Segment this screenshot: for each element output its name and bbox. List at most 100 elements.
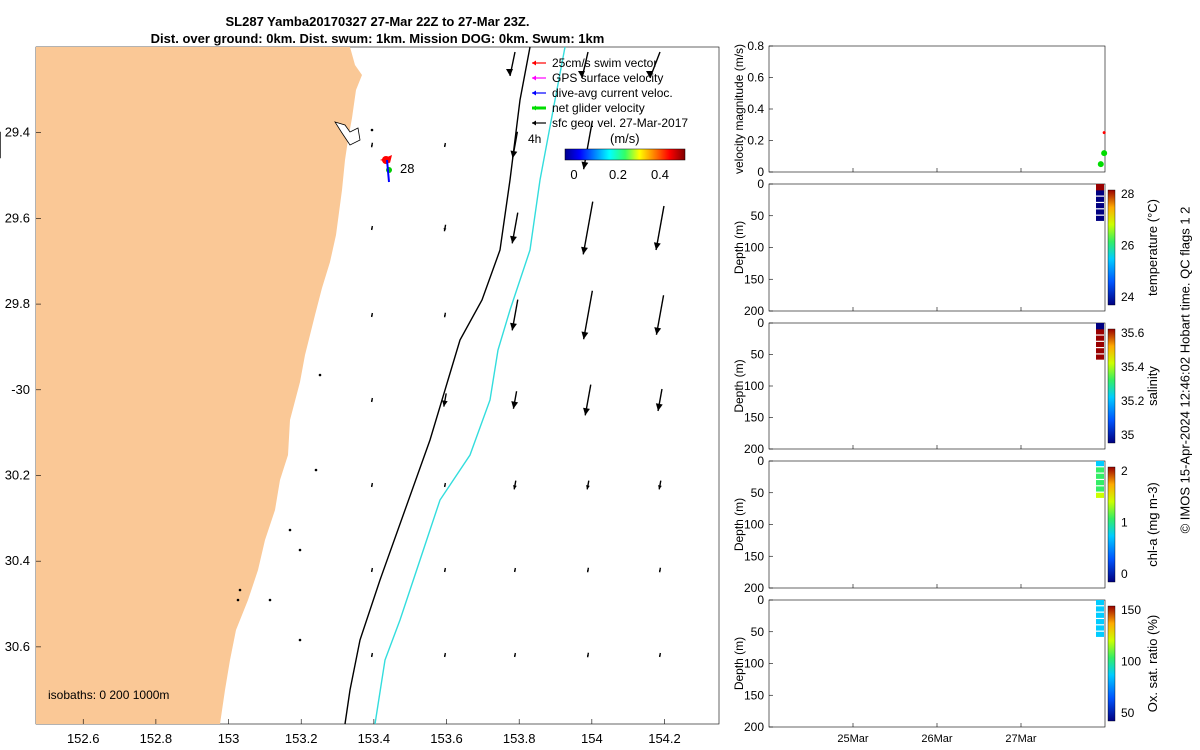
profile-point <box>1096 326 1104 332</box>
velocity-point <box>1097 161 1104 168</box>
coastal-islands <box>236 121 374 642</box>
panel-y-tick: 0.4 <box>747 102 764 116</box>
profile-point <box>1096 467 1104 473</box>
velocity-vector <box>582 120 594 170</box>
panel-y-tick: 50 <box>751 625 765 639</box>
map-axis-ticks: 152.6 152.8 153 153.2 153.4 153.6 153.8 154 154.… <box>5 125 681 746</box>
legend-entry: GPS surface velocity <box>552 71 663 85</box>
panel-colorbar-label: Ox. sat. ratio (%) <box>1145 615 1160 713</box>
colorbar-label: (m/s) <box>610 131 640 146</box>
panel-y-tick: 100 <box>744 518 764 532</box>
profile-point <box>1096 606 1104 612</box>
panel-3 <box>768 460 1106 589</box>
speed-colorbar-tick: 0.2 <box>609 167 627 182</box>
legend-entry: dive-avg current veloc. <box>552 86 673 100</box>
map-x-tick-label: 153.4 <box>358 731 391 746</box>
time-tick-label: 25Mar <box>837 733 869 745</box>
profile-point <box>1096 190 1104 196</box>
isobaths-label: isobaths: 0 200 1000m <box>48 688 169 702</box>
map-x-tick-label: 153.2 <box>285 731 318 746</box>
panel-y-tick: 200 <box>744 581 764 595</box>
map-x-tick-label: 153 <box>218 731 240 746</box>
panel-colorbar-label: salinity <box>1145 366 1160 406</box>
map-x-tick-label: 154 <box>581 731 603 746</box>
panel-y-tick: 200 <box>744 720 764 734</box>
panel-y-tick: 150 <box>744 549 764 563</box>
panel-y-tick: 50 <box>751 486 765 500</box>
panel-colorbar-tick: 35 <box>1121 428 1135 442</box>
speed-colorbar-ticks: 0 0.2 0.4 <box>570 167 669 182</box>
profile-point <box>1096 486 1104 492</box>
speed-colorbar-tick: 0.4 <box>651 167 669 182</box>
profile-point <box>1096 203 1104 209</box>
panel-y-label: Depth (m) <box>732 498 746 551</box>
panel-colorbar-tick: 150 <box>1121 603 1141 617</box>
profile-point <box>1096 184 1104 190</box>
map-y-tick-label: 30.2 <box>5 467 30 482</box>
panel-2 <box>768 322 1106 450</box>
panel-y-tick: 0.6 <box>747 71 764 85</box>
profile-point <box>1096 473 1104 479</box>
profile-point <box>1096 329 1104 335</box>
profile-point <box>1096 461 1104 467</box>
panel-y-tick: 50 <box>751 209 765 223</box>
velocity-point <box>1102 131 1106 135</box>
panel-y-label: Depth (m) <box>732 359 746 412</box>
panel-y-tick: 0.8 <box>747 39 764 53</box>
time-tick-label: 27Mar <box>1005 733 1037 745</box>
profile-point <box>1096 196 1104 202</box>
panel-y-tick: 100 <box>744 657 764 671</box>
panel-colorbar-tick: 1 <box>1121 516 1128 530</box>
panel-y-tick: 200 <box>744 442 764 456</box>
map-x-tick-label: 152.6 <box>67 731 100 746</box>
profile-point <box>1096 215 1104 221</box>
land-mass <box>36 47 362 724</box>
panel-y-tick: 100 <box>744 241 764 255</box>
profile-point <box>1096 619 1104 625</box>
panel-y-label: Depth (m) <box>732 221 746 274</box>
velocity-vector <box>582 201 594 255</box>
panel-colorbar-tick: 50 <box>1121 706 1135 720</box>
panel-y-tick: 50 <box>751 348 765 362</box>
panel-y-label: velocity magnitude (m/s) <box>732 44 746 174</box>
panel-colorbar <box>1107 189 1116 306</box>
map-title-line2: Dist. over ground: 0km. Dist. swum: 1km.… <box>150 31 605 46</box>
panel-colorbar <box>1107 466 1116 583</box>
panel-0 <box>768 45 1106 173</box>
map-y-tick-label: 30.6 <box>5 639 30 654</box>
profile-panels: 0.8 0.6 0.4 0.2 0 velocity magnitude (m/s) 0 50… <box>732 39 1160 745</box>
panel-y-tick: 150 <box>744 411 764 425</box>
panel-1 <box>768 183 1106 312</box>
profile-point <box>1096 209 1104 215</box>
panel-colorbar-label: temperature (°C) <box>1145 199 1160 296</box>
map-x-tick-label: 154.2 <box>648 731 681 746</box>
profile-point <box>1096 323 1104 329</box>
surface-velocity-vectors <box>0 51 665 658</box>
map-x-tick-label: 152.8 <box>140 731 173 746</box>
panel-colorbar-tick: 26 <box>1121 239 1135 253</box>
panel-colorbar-tick: 35.6 <box>1121 326 1145 340</box>
map-x-tick-label: 153.6 <box>430 731 463 746</box>
map-y-tick-label: 29.8 <box>5 296 30 311</box>
map-y-tick-label: 29.6 <box>5 210 30 225</box>
panel-y-tick: 150 <box>744 272 764 286</box>
panel-y-tick: 200 <box>744 304 764 318</box>
profile-point <box>1096 492 1104 498</box>
panel-colorbar-tick: 100 <box>1121 655 1141 669</box>
profile-point <box>1096 631 1104 637</box>
isobath-1000m <box>374 46 566 725</box>
legend-entry: net glider velocity <box>552 101 645 115</box>
panel-colorbar-tick: 35.4 <box>1121 360 1145 374</box>
panel-y-tick: 150 <box>744 688 764 702</box>
velocity-point <box>1101 150 1108 157</box>
map-y-tick-label: -30 <box>11 382 30 397</box>
isobath-200m <box>344 46 531 725</box>
panel-y-label: Depth (m) <box>732 637 746 690</box>
speed-colorbar-tick: 0 <box>570 167 577 182</box>
panel-colorbar-tick: 0 <box>1121 567 1128 581</box>
profile-point <box>1096 480 1104 486</box>
time-tick-label: 26Mar <box>921 733 953 745</box>
profile-point <box>1096 625 1104 631</box>
legend-entry: sfc geo. vel. 27-Mar-2017 <box>552 116 688 130</box>
